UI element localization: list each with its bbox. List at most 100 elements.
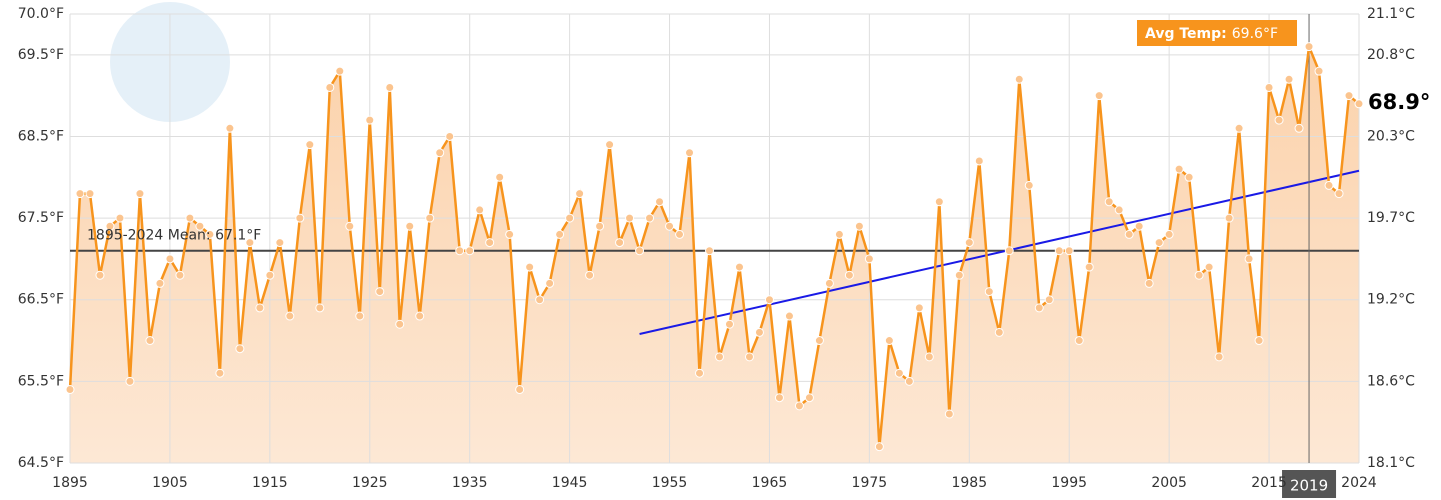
data-point: [455, 246, 465, 256]
tooltip-label: Avg Temp:: [1145, 26, 1227, 42]
data-point: [375, 287, 385, 297]
x-tick-label: 2005: [1151, 475, 1187, 491]
x-tick-label: 2015: [1251, 475, 1287, 491]
data-point: [1324, 180, 1334, 190]
data-point: [275, 238, 285, 248]
data-point: [555, 229, 565, 239]
data-point: [225, 123, 235, 133]
data-point: [565, 213, 575, 223]
data-point: [615, 238, 625, 248]
data-point: [285, 311, 295, 321]
data-point: [1074, 336, 1084, 346]
x-tick-label: 1985: [951, 475, 987, 491]
data-point: [185, 213, 195, 223]
data-point: [85, 189, 95, 199]
data-point: [1214, 352, 1224, 362]
data-point: [1344, 91, 1354, 101]
data-point: [525, 262, 535, 272]
tooltip-text: Avg Temp: 69.6°F: [1145, 26, 1278, 42]
data-point: [854, 221, 864, 231]
data-point: [685, 148, 695, 158]
x-tick-label: 1975: [852, 475, 888, 491]
data-point: [1134, 221, 1144, 231]
trend-line: [639, 169, 1360, 335]
data-point: [345, 221, 355, 231]
x-tick-label: 1995: [1051, 475, 1087, 491]
tooltip-value: 69.6°F: [1232, 26, 1278, 42]
data-point: [495, 172, 505, 182]
y-tick-label: 65.5°F: [18, 373, 64, 389]
data-point: [435, 148, 445, 158]
data-point: [764, 295, 774, 305]
data-point: [894, 368, 904, 378]
data-point: [595, 221, 605, 231]
data-point: [635, 246, 645, 256]
data-point: [405, 221, 415, 231]
data-point: [1034, 303, 1044, 313]
data-point: [245, 238, 255, 248]
mean-label: 1895-2024 Mean: 67.1°F: [87, 228, 261, 244]
data-point: [964, 238, 974, 248]
data-point: [105, 221, 115, 231]
data-point: [665, 221, 675, 231]
data-point: [1284, 74, 1294, 84]
data-point: [575, 189, 585, 199]
data-point: [1054, 246, 1064, 256]
data-point: [235, 344, 245, 354]
data-point: [824, 278, 834, 288]
x-tick-label: 1945: [552, 475, 588, 491]
data-point: [984, 287, 994, 297]
data-point: [545, 278, 555, 288]
x-tick-label: 1965: [752, 475, 788, 491]
data-point: [834, 229, 844, 239]
data-point: [1144, 278, 1154, 288]
data-line: [68, 41, 1360, 447]
data-point: [804, 393, 814, 403]
data-point: [1174, 164, 1184, 174]
data-point: [1014, 74, 1024, 84]
data-point: [505, 229, 515, 239]
x-tick-label: 1895: [52, 475, 88, 491]
data-point: [794, 401, 804, 411]
y-tick-label: 64.5°F: [18, 455, 64, 471]
data-point: [135, 189, 145, 199]
data-point: [1314, 66, 1324, 76]
data-point: [1234, 123, 1244, 133]
x-tick-label: 1925: [352, 475, 388, 491]
data-point: [864, 254, 874, 264]
data-point: [974, 156, 984, 166]
data-point: [1154, 238, 1164, 248]
data-point: [195, 221, 205, 231]
data-point: [115, 213, 125, 223]
data-point: [475, 205, 485, 215]
data-point: [305, 140, 315, 150]
data-point: [95, 270, 105, 280]
data-point: [295, 213, 305, 223]
data-point: [705, 246, 715, 256]
data-point: [744, 352, 754, 362]
data-point: [954, 270, 964, 280]
data-point: [1204, 262, 1214, 272]
data-point: [1104, 197, 1114, 207]
data-point: [1294, 123, 1304, 133]
data-point: [1354, 99, 1364, 109]
y-tick-label: 69.5°F: [18, 47, 64, 63]
tooltip-box: [1137, 20, 1297, 46]
data-point: [355, 311, 365, 321]
data-point: [734, 262, 744, 272]
latest-label: 68.9°: [1368, 90, 1430, 114]
data-point: [1084, 262, 1094, 272]
data-point: [1124, 229, 1134, 239]
data-point: [1254, 336, 1264, 346]
data-point: [714, 352, 724, 362]
data-point: [1184, 172, 1194, 182]
data-point: [215, 368, 225, 378]
data-point: [1044, 295, 1054, 305]
data-point: [724, 319, 734, 329]
y2-tick-label: 18.1°C: [1367, 455, 1415, 471]
data-point: [145, 336, 155, 346]
data-point: [1194, 270, 1204, 280]
data-point: [1164, 229, 1174, 239]
data-point: [1024, 180, 1034, 190]
